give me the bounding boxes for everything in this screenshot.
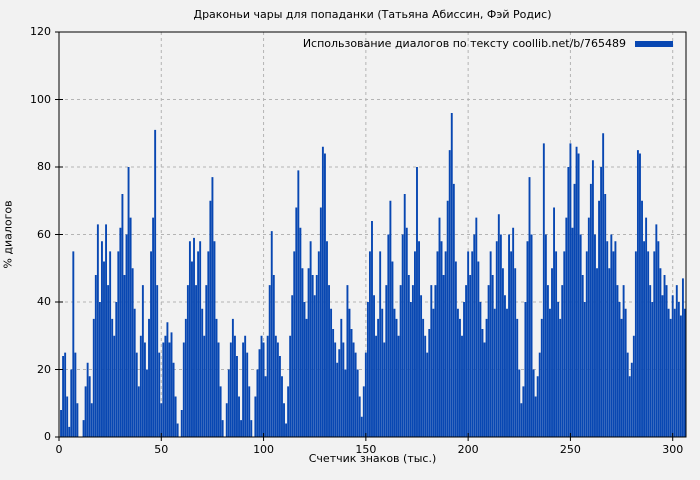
chart-title: Драконьи чары для попаданки (Татьяна Аби…: [193, 8, 552, 21]
x-tick-label: 0: [55, 443, 63, 456]
y-tick-label: 40: [37, 295, 51, 308]
y-tick-label: 20: [37, 362, 51, 376]
x-tick-label: 100: [253, 443, 275, 456]
y-tick-label: 100: [30, 92, 51, 106]
y-tick-label: 60: [37, 227, 51, 241]
y-tick-label: 120: [30, 25, 51, 38]
legend: Использование диалогов по тексту coollib…: [303, 37, 673, 50]
x-tick-label: 250: [559, 443, 581, 456]
legend-swatch: [635, 40, 673, 47]
x-tick-label: 200: [457, 443, 479, 456]
legend-label: Использование диалогов по тексту coollib…: [302, 37, 626, 50]
x-tick-label: 50: [154, 443, 169, 456]
y-axis-label: % диалогов: [1, 200, 15, 269]
x-tick-label: 300: [662, 443, 684, 456]
x-tick-label: 150: [355, 443, 377, 456]
y-tick-label: 0: [44, 430, 51, 443]
x-axis-label: Счетчик знаков (тыс.): [308, 452, 437, 465]
y-tick-label: 80: [37, 160, 51, 173]
